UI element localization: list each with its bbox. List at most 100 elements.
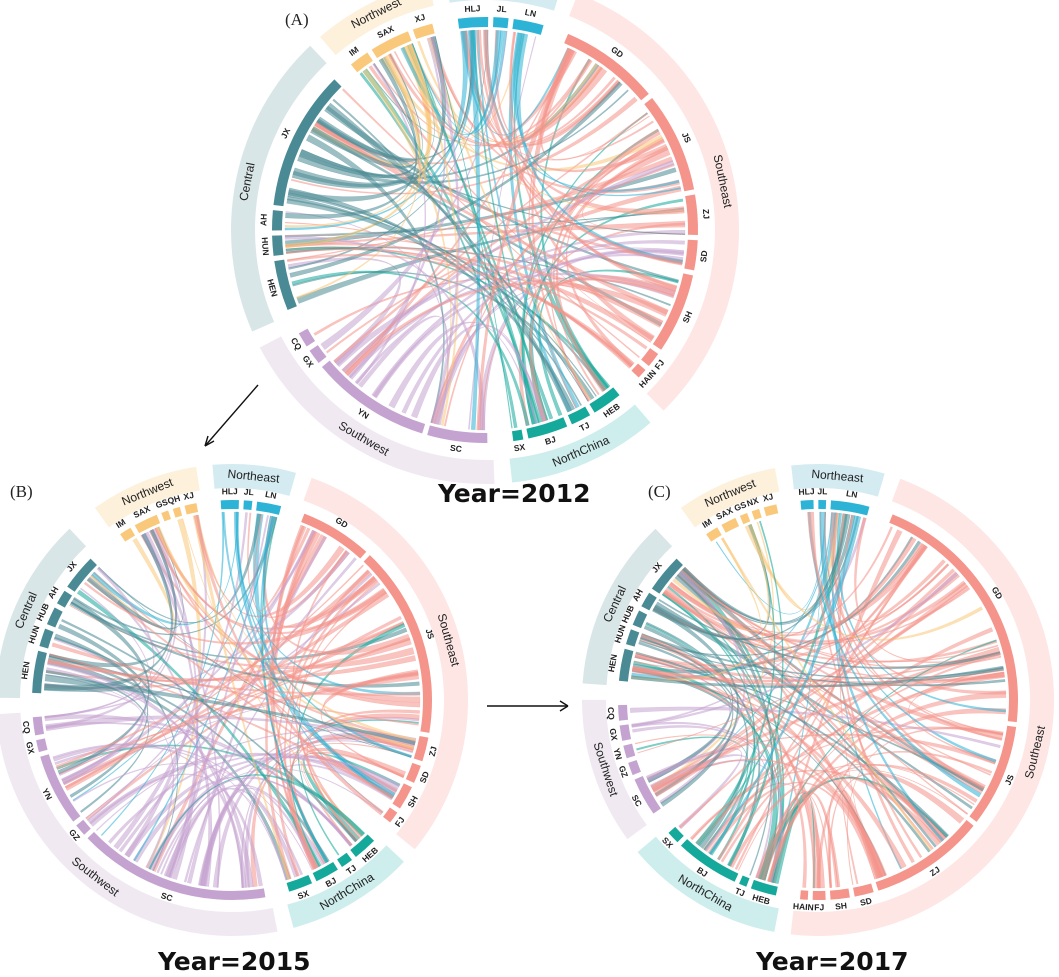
province-arc-fj xyxy=(641,348,659,367)
province-label-cq: CQ xyxy=(606,707,617,721)
chord-ribbon xyxy=(632,536,914,674)
province-arc-hun xyxy=(272,235,284,256)
chord-ribbon xyxy=(320,669,419,779)
chord-ribbon xyxy=(355,62,427,385)
province-arc-sax xyxy=(134,514,161,534)
region-band-southwest xyxy=(581,699,647,840)
province-arc-hain xyxy=(631,363,646,378)
chord-ribbon xyxy=(148,774,366,870)
province-label-sd: SD xyxy=(698,250,709,263)
province-arc-sax xyxy=(721,517,740,533)
chord-ribbon xyxy=(639,540,922,657)
province-arc-hun xyxy=(39,628,54,649)
province-arc-gs xyxy=(739,513,751,525)
chord-ribbon xyxy=(635,651,950,839)
province-label-qh: QH xyxy=(166,493,181,506)
province-arc-gx xyxy=(309,345,327,364)
province-label-gs: GS xyxy=(733,499,748,513)
province-arc-bj xyxy=(526,417,568,439)
chord-ribbon xyxy=(107,753,400,844)
province-arc-hen xyxy=(618,648,634,682)
province-label-xj: XJ xyxy=(413,12,426,25)
chord-ribbon xyxy=(86,526,184,630)
province-arc-sc xyxy=(427,425,488,444)
chord-ribbon xyxy=(285,167,677,247)
chord-ribbon xyxy=(482,29,678,290)
province-arc-qh xyxy=(172,506,183,518)
region-bands xyxy=(0,463,468,936)
chord-ribbon xyxy=(476,47,575,431)
year-label-2017: Year=2017 xyxy=(755,947,909,976)
province-label-fj: FJ xyxy=(814,902,824,912)
province-arc-nx xyxy=(751,508,762,520)
chord-ribbon xyxy=(76,589,322,868)
region-band-northwest xyxy=(320,0,434,56)
chord-ribbon xyxy=(635,559,946,666)
province-arc-sd xyxy=(684,239,698,271)
chord-ribbon xyxy=(44,674,416,746)
chord-ribbon xyxy=(819,511,945,842)
chord-ribbon xyxy=(52,743,304,876)
province-arc-ah xyxy=(272,210,283,231)
chord-ribbon xyxy=(661,593,756,856)
chord-ribbon xyxy=(727,520,784,867)
province-label-zj: ZJ xyxy=(701,209,712,220)
chord-ribbon xyxy=(388,321,538,424)
province-arc-js xyxy=(363,555,432,733)
chord-ribbon xyxy=(681,513,847,624)
chord-ribbon xyxy=(443,138,665,427)
province-arc-sd xyxy=(405,762,421,783)
chord-ribbon xyxy=(630,665,1004,688)
province-arc-heb xyxy=(750,879,778,896)
chord-ribbon xyxy=(332,98,573,413)
province-arc-cq xyxy=(298,328,316,347)
chord-ribbon xyxy=(97,513,262,623)
region-band-southeast xyxy=(569,0,739,411)
province-arc-yn xyxy=(321,360,426,434)
province-arc-gd xyxy=(564,33,649,101)
province-arc-hlj xyxy=(457,17,489,29)
province-arcs xyxy=(272,17,699,444)
province-label-jl: JL xyxy=(496,4,507,15)
chord-ribbon xyxy=(289,713,420,869)
province-arc-zj xyxy=(413,735,429,762)
chord-ribbon xyxy=(637,585,970,754)
chord-ribbon xyxy=(286,254,635,367)
chord-ribbon xyxy=(837,513,916,864)
province-label-hun: HUN xyxy=(260,237,271,256)
chord-ribbon xyxy=(124,756,398,858)
province-arc-jx xyxy=(67,558,97,592)
province-arc-sd xyxy=(853,883,874,897)
chord-ribbon xyxy=(236,511,412,758)
province-label-js: JS xyxy=(680,131,694,145)
province-arc-ah xyxy=(56,590,73,608)
province-label-hen: HEN xyxy=(606,653,619,672)
chord-ribbon xyxy=(650,545,929,789)
chord-ribbon xyxy=(285,43,432,249)
province-arc-yn xyxy=(623,743,636,759)
province-arc-sx xyxy=(286,875,313,892)
province-arc-hun xyxy=(625,629,640,647)
province-label-gx: GX xyxy=(24,741,37,756)
region-band-northchina xyxy=(509,404,651,483)
chord-ribbon xyxy=(467,29,481,431)
chord-ribbon xyxy=(767,764,978,882)
province-arc-gz xyxy=(628,760,641,776)
province-label-sx: SX xyxy=(296,888,310,901)
chord-ribbon xyxy=(767,791,841,888)
province-label-hlj: HLJ xyxy=(798,486,815,497)
chord-ribbon xyxy=(410,323,547,422)
province-arc-ln xyxy=(512,18,544,35)
province-label-sx: SX xyxy=(513,442,526,454)
province-arc-im xyxy=(350,52,373,73)
chord-ribbon xyxy=(463,30,668,173)
chord-ribbon xyxy=(807,511,1004,736)
province-label-gs: GS xyxy=(154,497,169,511)
chord-ribbon xyxy=(240,764,393,889)
chord-ribbon xyxy=(757,769,968,880)
province-label-yn: YN xyxy=(40,786,54,801)
region-band-northeast xyxy=(449,0,558,11)
chord-ribbon xyxy=(651,513,851,641)
chord-ribbon xyxy=(186,535,328,884)
